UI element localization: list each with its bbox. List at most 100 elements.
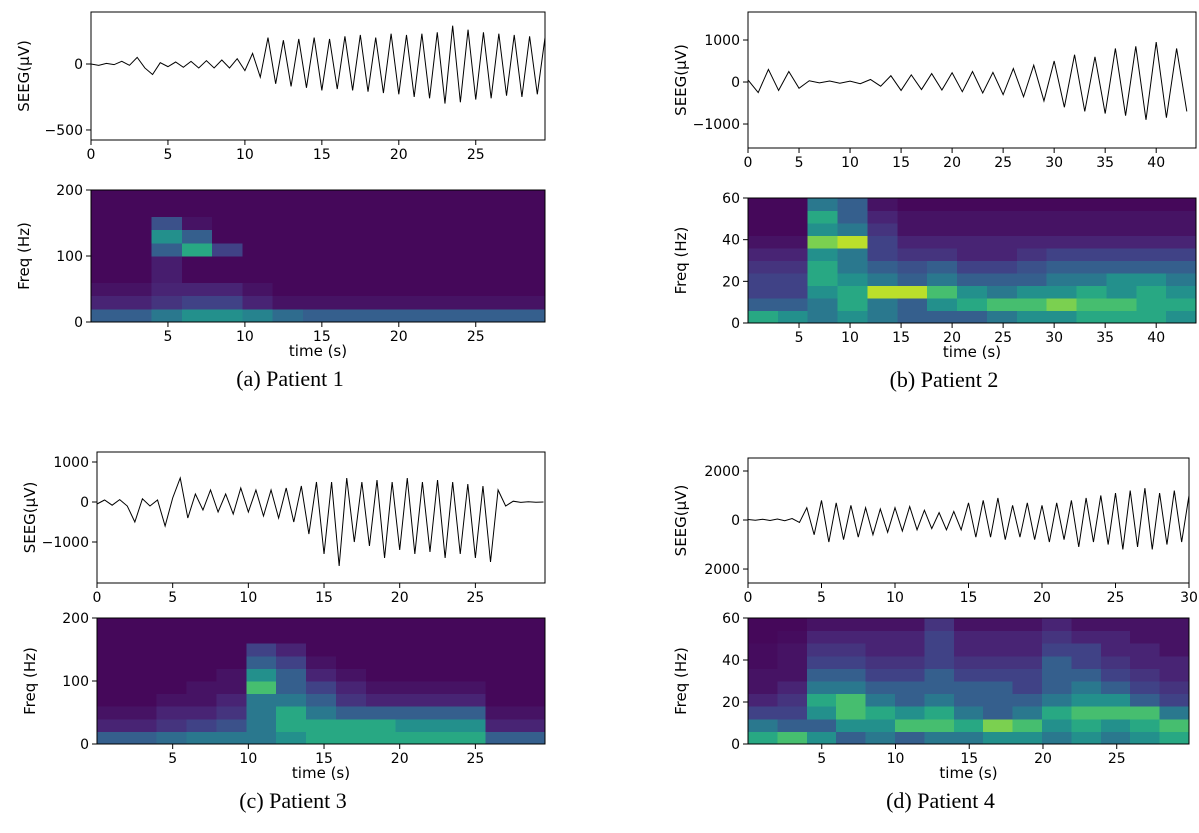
heatmap-cell (1071, 706, 1102, 720)
heatmap-cell (515, 630, 546, 644)
panel: 5 10 15 20 25 0 20 40 60 Freq (Hz) time (s) (d) Pat… (672, 611, 1190, 813)
heatmap-cell (836, 731, 867, 745)
heatmap-cell (1046, 223, 1078, 236)
heatmap-cell (836, 668, 867, 682)
heatmap-cell (1159, 630, 1190, 644)
heatmap-cell (272, 256, 304, 270)
signal-line (748, 42, 1188, 120)
heatmap-cell (514, 203, 546, 217)
heatmap-cell (91, 295, 122, 310)
heatmap-cell (454, 203, 485, 217)
heatmap-cell (246, 731, 277, 745)
heatmap-cell (186, 718, 217, 732)
heatmap-cell (395, 681, 427, 695)
heatmap-cell (924, 731, 955, 745)
heatmap-cell (121, 282, 153, 297)
heatmap-cell (1042, 718, 1072, 732)
heatmap-cell (333, 308, 364, 323)
heatmap-cell (986, 285, 1018, 299)
heatmap-cell (983, 693, 1014, 707)
heatmap-cell (425, 630, 456, 644)
heatmap-cell (897, 310, 928, 324)
heatmap-cell (777, 655, 808, 669)
x-tick-label: 15 (892, 155, 910, 171)
heatmap-cell (91, 282, 122, 297)
heatmap-cell (333, 216, 364, 231)
heatmap-cell (924, 655, 955, 669)
heatmap-cell (1076, 210, 1107, 224)
y-axis-label: SEEG(μV) (672, 44, 690, 116)
heatmap-cell (121, 203, 153, 217)
heatmap-cell (1071, 668, 1102, 682)
heatmap-cell (151, 216, 183, 231)
heatmap-cell (777, 630, 808, 644)
heatmap-cell (365, 718, 397, 732)
heatmap-cell (151, 282, 183, 297)
heatmap-cell (365, 643, 397, 657)
x-tick-label: 25 (466, 590, 484, 606)
heatmap-cell (748, 668, 778, 682)
heatmap-cell (1100, 681, 1131, 695)
heatmap-cell (365, 731, 397, 745)
heatmap-cell (806, 655, 837, 669)
heatmap-cell (1016, 198, 1048, 211)
heatmap-cell (97, 668, 128, 682)
heatmap-cell (393, 282, 425, 297)
heatmap-cell (454, 216, 485, 231)
heatmap-cell (423, 190, 455, 204)
heatmap-cell (897, 210, 928, 224)
heatmap-cell (806, 718, 837, 732)
heatmap-cell (151, 308, 183, 323)
heatmap-cell (97, 718, 128, 732)
heatmap-cell (927, 273, 958, 286)
heatmap-cell (807, 285, 839, 299)
heatmap-cell (212, 203, 243, 217)
heatmap-cell (395, 718, 427, 732)
heatmap-cell (1042, 655, 1072, 669)
heatmap-cell (836, 643, 867, 657)
heatmap-cell (121, 229, 153, 244)
heatmap-cell (212, 282, 243, 297)
heatmap-cell (455, 681, 486, 695)
heatmap-cell (777, 718, 808, 732)
heatmap-cell (216, 630, 247, 644)
heatmap-cell (777, 210, 809, 224)
heatmap-cell (246, 655, 277, 669)
heatmap-cell (186, 618, 217, 632)
x-axis-label: time (s) (292, 764, 350, 782)
x-tick-label: 0 (87, 147, 96, 163)
heatmap-cell (242, 256, 274, 270)
heatmap-cell (423, 203, 455, 217)
heatmap-cell (1071, 693, 1102, 707)
heatmap-cell (807, 273, 839, 286)
heatmap-cell (867, 260, 898, 274)
x-tick-label: 0 (744, 155, 753, 171)
y-tick-label: 200 (56, 183, 83, 199)
heatmap-cell (186, 643, 217, 657)
x-tick-label: 25 (467, 329, 485, 345)
heatmap-cell (455, 693, 486, 707)
heatmap-cell (91, 269, 122, 283)
heatmap-cell (515, 731, 546, 745)
heatmap-cell (777, 618, 808, 632)
heatmap-cell (151, 295, 183, 310)
heatmap-cell (1130, 706, 1161, 720)
heatmap-cell (777, 198, 809, 211)
heatmap-cell (335, 681, 367, 695)
heatmap-cell (1159, 643, 1190, 657)
heatmap-cell (242, 282, 274, 297)
heatmap-cell (393, 190, 425, 204)
heatmap-cell (485, 643, 516, 657)
heatmap-cell (186, 630, 217, 644)
heatmap-cell (895, 618, 925, 632)
heatmap-cell (395, 706, 427, 720)
heatmap-cell (1106, 298, 1137, 311)
heatmap-cell (485, 618, 516, 632)
heatmap-cell (924, 681, 955, 695)
heatmap-cell (97, 655, 128, 669)
heatmap-cell (1136, 198, 1167, 211)
axes-frame (747, 11, 1197, 149)
heatmap-cell (151, 269, 183, 283)
heatmap-cell (1136, 210, 1167, 224)
